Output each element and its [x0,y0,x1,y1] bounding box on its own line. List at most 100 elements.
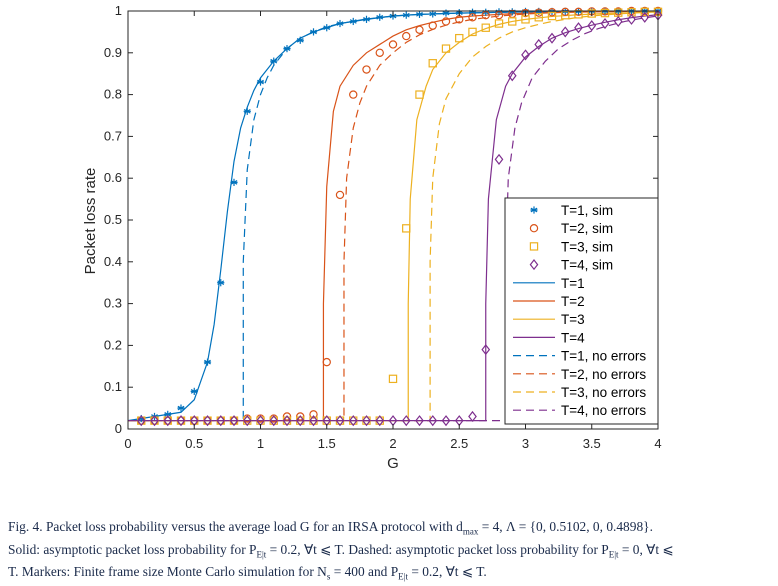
sim-point-2 [494,10,504,20]
sim-point-4 [348,415,358,427]
sim-point-3 [640,7,649,17]
sim-point-4 [534,38,544,51]
legend: T=1, sim T=2, sim T=3, sim T=4, sim T=1 T=2 T=… [504,197,659,425]
y-tick-label: 0.4 [104,254,122,269]
series-line-6 [128,10,659,422]
sim-point-1 [230,178,238,186]
y-tick-label: 0.9 [104,45,122,60]
sim-point-4 [295,415,305,427]
y-tick-label: 0.3 [104,296,122,311]
sim-point-1 [177,404,185,412]
legend-marker [530,206,538,214]
sim-point-4 [560,26,570,38]
legend-label: T=3, no errors [561,385,646,400]
legend-label: T=3 [561,312,585,327]
legend-label: T=2, sim [561,221,613,236]
sim-point-4 [428,415,438,427]
sim-point-4 [481,344,491,356]
sim-point-4 [574,22,583,34]
sim-point-3 [468,27,477,37]
legend-label: T=4, sim [561,258,613,273]
sim-point-1 [402,11,410,19]
sim-point-4 [600,17,610,30]
legend-label: T=1 [561,276,585,291]
sim-point-1 [217,279,225,287]
sim-point-4 [640,11,650,23]
sim-point-3 [428,59,437,68]
sim-point-4 [163,415,173,427]
figure-caption: Fig. 4. Packet loss probability versus t… [8,518,770,586]
sim-point-4 [335,415,345,427]
legend-label: T=3, sim [561,239,613,254]
series-line-5 [128,10,659,422]
sim-point-1 [429,10,437,18]
sim-point-3 [600,8,610,18]
sim-point-4 [362,415,371,427]
x-tick-label: 0.5 [185,436,203,451]
sim-point-4 [176,415,186,427]
y-tick-label: 0.6 [104,170,122,185]
sim-point-4 [309,415,318,427]
sim-point-4 [613,15,623,28]
series-line-7 [128,11,659,422]
sim-point-1 [323,24,331,32]
sim-point-3 [441,44,451,53]
sim-point-4 [375,415,385,427]
sim-point-2 [322,357,331,367]
sim-point-3 [627,8,636,17]
y-tick-label: 0.1 [104,379,122,394]
sim-point-2 [521,8,530,18]
sim-point-2 [534,8,543,17]
sim-point-4 [242,415,252,427]
x-tick-label: 3 [522,436,529,451]
legend-box [504,197,659,425]
packet-loss-chart: 0 0.5 1 1.5 2 2.5 3 3.5 4 0 0.1 0.2 0.3 0.4 0.5 0.6 0.7 0… [82,3,663,472]
sim-point-4 [415,415,424,427]
x-tick-label: 2.5 [450,436,468,451]
sim-point-2 [481,10,490,20]
sim-point-2 [441,17,451,26]
legend-marker [529,259,539,271]
sim-point-2 [415,25,424,35]
y-tick-label: 0.2 [104,337,122,352]
x-tick-label: 3.5 [583,436,601,451]
legend-label: T=1, sim [561,203,613,218]
sim-point-2 [335,190,345,200]
sim-point-4 [229,415,239,427]
y-tick-label: 0.7 [104,128,122,143]
sim-point-3 [587,9,596,18]
x-tick-label: 4 [654,436,661,451]
sim-point-3 [415,90,424,99]
sim-point-1 [362,15,371,23]
sim-point-3 [402,224,411,233]
sim-point-3 [534,13,543,22]
sim-point-3 [547,11,557,21]
x-axis-label: G [387,455,399,472]
sim-point-2 [428,21,437,30]
sim-point-1 [349,17,357,26]
sim-point-4 [203,415,212,427]
sim-point-1 [270,57,278,65]
sim-point-4 [216,415,226,427]
x-tick-label: 0 [124,436,131,451]
sim-point-4 [494,153,504,165]
sim-point-3 [455,33,464,43]
legend-label: T=2 [561,294,585,309]
sim-point-2 [402,31,411,41]
sim-point-1 [203,358,212,366]
sim-point-4 [136,415,146,427]
sim-point-3 [494,19,504,28]
sim-point-4 [441,415,451,427]
sim-point-4 [627,13,636,25]
sim-point-4 [401,415,411,427]
sim-point-2 [468,13,477,22]
sim-point-2 [388,40,398,49]
sim-point-1 [309,28,318,36]
caption-line-1: Fig. 4. Packet loss probability versus t… [8,519,653,537]
y-tick-label: 1 [115,3,122,18]
legend-marker [529,242,539,251]
sim-point-4 [150,415,159,427]
x-tick-label: 2 [389,436,396,451]
sim-point-3 [388,374,398,384]
sim-point-4 [269,415,279,427]
